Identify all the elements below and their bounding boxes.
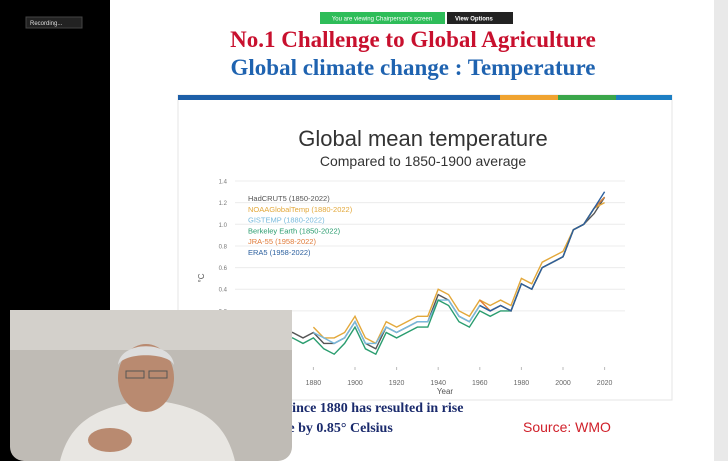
x-tick-label: 1900 [347, 380, 363, 387]
view-options-label[interactable]: View Options [455, 17, 494, 23]
chart-title: Global mean temperature [298, 126, 547, 151]
x-tick-label: 2000 [555, 380, 571, 387]
x-tick-label: 1940 [430, 380, 446, 387]
x-tick-label: 1920 [389, 380, 405, 387]
y-tick-label: 0.6 [219, 266, 228, 272]
video-tile [10, 310, 292, 461]
legend-entry: GISTEMP (1880-2022) [248, 216, 325, 225]
y-tick-label: 1.0 [219, 223, 228, 229]
x-tick-label: 1980 [514, 380, 530, 387]
legend-entry: JRA-55 (1958-2022) [248, 237, 316, 246]
y-tick-label: 1.4 [219, 180, 228, 186]
body-text: ns since 1880 has resulted in rise [270, 401, 463, 416]
panel-stripe [500, 95, 558, 100]
x-tick-label: 1960 [472, 380, 488, 387]
y-axis-label: °C [197, 273, 206, 282]
legend-entry: HadCRUT5 (1850-2022) [248, 194, 330, 203]
screen: Recording... You are viewing Chairperson… [0, 0, 728, 461]
panel-stripe [616, 95, 672, 100]
panel-stripe [178, 95, 500, 100]
x-axis-label: Year [437, 387, 454, 396]
source-text: Source: WMO [523, 419, 611, 435]
share-banner-text: You are viewing Chairperson's screen [332, 17, 432, 23]
recording-label: Recording... [30, 21, 63, 27]
y-tick-label: 1.2 [219, 201, 228, 207]
y-tick-label: 0.4 [219, 288, 228, 294]
chart-subtitle: Compared to 1850-1900 average [320, 153, 526, 169]
legend-entry: NOAAGlobalTemp (1880-2022) [248, 205, 353, 214]
slide-subtitle: Global climate change : Temperature [231, 55, 596, 80]
y-tick-label: 0.8 [219, 244, 228, 250]
panel-stripe [558, 95, 616, 100]
side-strip [714, 0, 728, 461]
legend-entry: Berkeley Earth (1850-2022) [248, 226, 341, 235]
x-tick-label: 2020 [597, 380, 613, 387]
legend-entry: ERA5 (1958-2022) [248, 248, 311, 257]
x-tick-label: 1880 [306, 380, 322, 387]
slide-title: No.1 Challenge to Global Agriculture [230, 27, 596, 52]
